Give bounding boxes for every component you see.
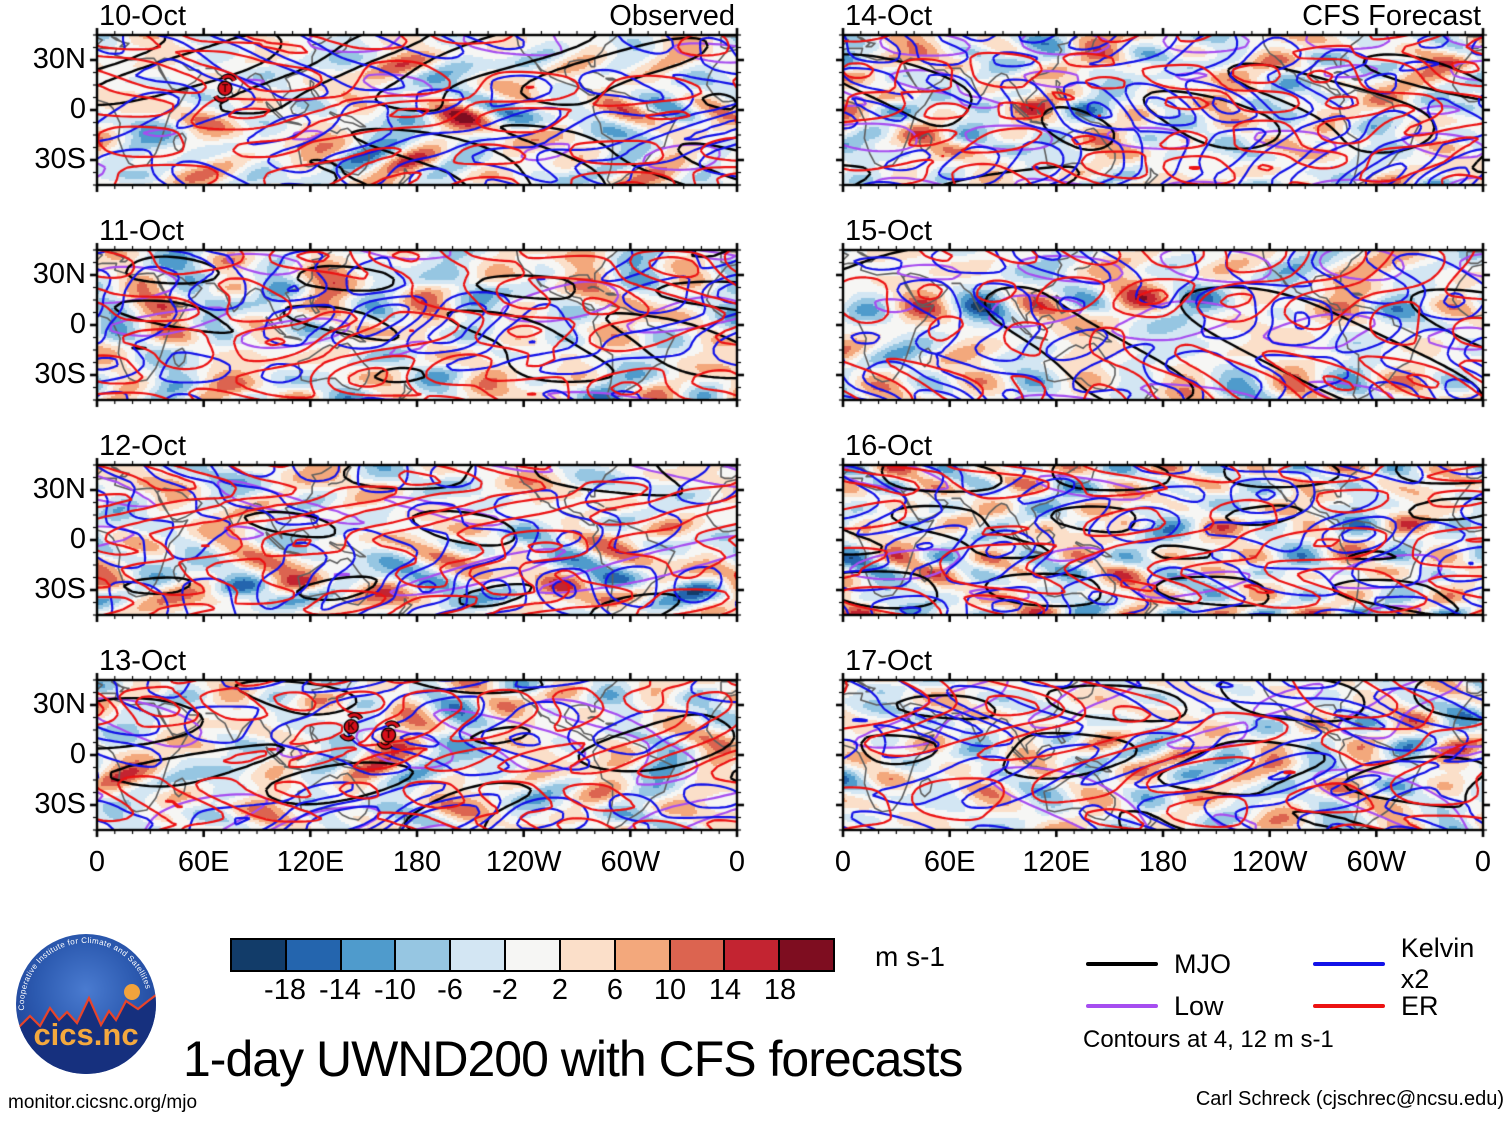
wind-anomaly-map [89,672,745,838]
colorbar-tick-label: -14 [319,974,361,1006]
observed-header: Observed [609,0,735,32]
y-axis-label: 30N [32,687,86,720]
colorbar-segment [286,940,342,970]
panel-date-label: 12-Oct [99,430,187,462]
x-axis-label: 180 [1138,846,1188,878]
y-axis-label: 0 [69,92,86,125]
x-axis-label: 120W [1231,846,1308,878]
legend-item-er: ER [1313,990,1439,1022]
panel-date-label: 17-Oct [845,645,933,677]
panel-date-label: 13-Oct [99,645,187,677]
x-axis-label: 0 [1474,846,1492,878]
panel-date-label: 15-Oct [845,215,933,247]
cfs-forecast-header: CFS Forecast [1302,0,1481,32]
colorbar-segment [780,940,833,970]
map-panel-10-oct: 10-Oct Observed [89,0,745,193]
wind-anomaly-map [835,457,1491,623]
footer-site-url: monitor.cicsnc.org/mjo [8,1092,198,1113]
y-axis-label: 30N [32,42,86,75]
legend-item-low: Low [1086,990,1224,1022]
colorbar-tick-label: -6 [437,974,463,1006]
colorbar-segment [725,940,781,970]
y-axis-label: 30S [34,572,86,605]
colorbar-segment [615,940,671,970]
x-axis-label: 60W [1346,846,1407,878]
colorbar-segment [341,940,397,970]
wind-anomaly-map [835,672,1491,838]
logo-brand-text: cics.nc [33,1017,138,1052]
legend-item-kelvin: Kelvin x2 [1313,933,1510,994]
y-axis-label: 30N [32,257,86,290]
colorbar-segment [232,940,287,970]
logo-mountains [16,992,156,1074]
x-axis-label: 0 [834,846,852,878]
colorbar-tick-label: -2 [492,974,518,1006]
x-axis-label: 60E [923,846,976,878]
legend-label-er: ER [1401,990,1439,1021]
footer-credit: Carl Schreck (cjschrec@ncsu.edu) [1195,1088,1504,1110]
y-axis-label: 30N [32,472,86,505]
y-axis-label: 0 [69,737,86,770]
panel-date-label: 14-Oct [845,0,933,32]
colorbar-segment [396,940,452,970]
cicsnc-logo: Cooperative Institute for Climate and Sa… [16,934,156,1074]
colorbar-segment [670,940,726,970]
map-panel-17-oct: 17-Oct [835,645,1491,838]
low-contour-line [1086,1004,1158,1008]
x-axis-label: 120E [1022,846,1091,878]
colorbar-tick-label: 10 [653,974,687,1006]
colorbar-tick-label: 2 [551,974,569,1006]
legend-label-low: Low [1174,990,1224,1021]
map-panel-14-oct: 14-Oct CFS Forecast [835,0,1491,193]
colorbar-segment [506,940,561,970]
colorbar-tick-label: 18 [763,974,797,1006]
colorbar-tick-label: -10 [374,974,416,1006]
wind-anomaly-map [89,457,745,623]
y-axis-label: 0 [69,522,86,555]
logo-sun-icon [124,984,140,1000]
legend-label-kelvin: Kelvin x2 [1400,933,1475,994]
x-axis-label: 60W [600,846,661,878]
y-axis-label: 30S [34,357,86,390]
kelvin-contour-line [1313,962,1385,966]
x-axis-label: 120E [276,846,345,878]
y-axis-label: 30S [34,142,86,175]
colorbar-tick-label: 14 [708,974,742,1006]
colorbar-tick-label: -18 [264,974,306,1006]
er-contour-line [1313,1004,1385,1008]
colorbar [230,938,835,972]
page-title: 1-day UWND200 with CFS forecasts [183,1031,963,1087]
wind-anomaly-map [89,27,745,193]
map-panel-13-oct: 13-Oct [89,645,745,838]
map-panel-12-oct: 12-Oct [89,430,745,623]
x-axis-label: 60E [177,846,230,878]
wind-anomaly-map [89,242,745,408]
colorbar-tick-label: 6 [606,974,624,1006]
logo-ridge-line [16,991,156,1033]
panel-date-label: 16-Oct [845,430,933,462]
contour-levels-note: Contours at 4, 12 m s-1 [1083,1026,1334,1053]
map-panel-16-oct: 16-Oct [835,430,1491,623]
x-axis-label: 0 [88,846,106,878]
map-panel-11-oct: 11-Oct [89,215,745,408]
map-panel-15-oct: 15-Oct [835,215,1491,408]
y-axis-label: 0 [69,307,86,340]
y-axis-label: 30S [34,787,86,820]
panel-date-label: 11-Oct [99,215,184,247]
mjo-contour-line [1086,962,1158,966]
colorbar-segment [451,940,507,970]
colorbar-units-label: m s-1 [875,941,945,972]
x-axis-label: 120W [485,846,562,878]
panel-date-label: 10-Oct [99,0,187,32]
colorbar-segment [560,940,616,970]
x-axis-label: 0 [728,846,746,878]
wind-anomaly-map [835,242,1491,408]
legend-label-mjo: MJO [1174,948,1231,979]
wind-anomaly-map [835,27,1491,193]
legend-item-mjo: MJO [1086,948,1231,980]
x-axis-label: 180 [392,846,442,878]
